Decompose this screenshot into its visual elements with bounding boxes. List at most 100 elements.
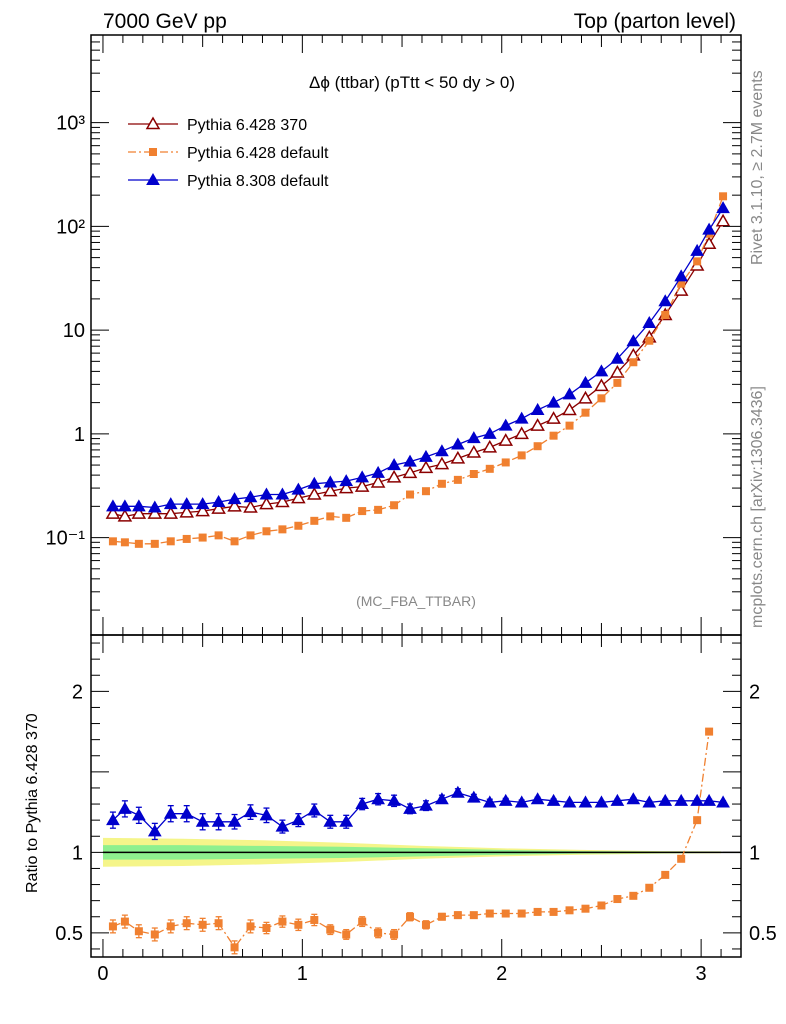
main-y-tick-label: 10 — [63, 320, 85, 342]
data-point — [147, 500, 162, 513]
ratio-data-point — [120, 917, 129, 926]
data-point — [108, 537, 117, 546]
ratio-data-point — [131, 808, 146, 821]
ratio-data-point — [106, 813, 120, 826]
data-point — [117, 508, 133, 522]
ratio-data-point — [326, 925, 335, 934]
ratio-data-point — [610, 793, 625, 806]
ratio-data-point — [437, 912, 446, 921]
data-point — [275, 494, 290, 508]
data-point — [485, 464, 494, 473]
ratio-data-point — [163, 806, 178, 819]
ratio-data-point — [259, 808, 274, 821]
data-point — [195, 497, 210, 510]
data-point — [214, 531, 223, 540]
ratio-data-point — [674, 793, 689, 806]
data-point — [322, 483, 338, 497]
ratio-data-point — [530, 792, 545, 805]
ratio-data-point — [693, 816, 702, 825]
legend-marker — [146, 172, 160, 185]
ratio-y-tick-label-right: 1 — [749, 842, 760, 864]
data-point — [594, 364, 609, 377]
legend-entry-label: Pythia 8.308 default — [187, 173, 329, 190]
data-point — [323, 475, 338, 488]
ratio-data-point — [514, 795, 529, 808]
data-point — [562, 402, 577, 416]
ratio-data-point — [597, 901, 606, 910]
ratio-data-point — [546, 793, 561, 806]
data-point — [358, 507, 367, 516]
data-point — [326, 512, 335, 521]
ratio-data-point — [355, 797, 370, 810]
data-point — [275, 487, 290, 500]
data-point — [354, 479, 370, 492]
ratio-data-point — [278, 917, 287, 926]
data-point — [437, 479, 446, 488]
data-point — [530, 418, 545, 431]
data-point — [246, 531, 255, 540]
data-point — [371, 465, 385, 478]
ratio-data-point — [358, 917, 367, 926]
data-point — [715, 213, 731, 227]
ratio-data-point — [108, 922, 117, 931]
data-point — [120, 538, 129, 547]
ratio-data-point — [150, 930, 159, 939]
data-point — [259, 487, 274, 500]
main-plot-title: Δϕ (ttbar) (pTtt < 50 dy > 0) — [309, 73, 515, 92]
data-point — [498, 433, 514, 446]
data-point — [179, 497, 194, 510]
ratio-data-point — [166, 922, 175, 931]
ratio-data-point — [262, 924, 271, 933]
data-point — [533, 442, 542, 451]
data-point — [514, 426, 529, 440]
data-point — [291, 482, 306, 495]
data-point — [466, 431, 481, 444]
data-point — [182, 534, 191, 543]
legend-marker — [145, 116, 161, 130]
ratio-data-point — [342, 930, 351, 939]
mcplots-reference-label: mcplots.cern.ch [arXiv:1306.3436] — [749, 386, 766, 628]
data-point — [163, 497, 178, 510]
ratio-data-point — [690, 793, 704, 806]
ratio-data-point — [435, 792, 449, 805]
data-point — [230, 537, 239, 546]
data-point — [514, 411, 529, 424]
main-plot-ticks: 10⁻¹ 1 10 10² 10³ — [46, 34, 742, 635]
ratio-data-point — [645, 883, 654, 892]
data-point — [106, 499, 120, 512]
data-point — [403, 454, 417, 467]
data-point — [450, 450, 466, 464]
ratio-plot-panel: 0.5 0.5 1 1 2 2 0 1 2 3 Ratio to Pythia 6.428 370 — [24, 634, 777, 985]
series-line — [112, 220, 724, 518]
data-point — [307, 476, 322, 489]
ratio-data-point — [581, 904, 590, 913]
data-point — [597, 394, 606, 403]
series-line — [112, 207, 724, 509]
data-point — [482, 439, 498, 453]
rivet-version-label: Rivet 3.1.10, ≥ 2.7M events — [749, 70, 766, 265]
data-point — [355, 470, 370, 483]
data-point — [211, 495, 226, 508]
ratio-y-tick-label: 0.5 — [55, 923, 83, 945]
ratio-y-tick-label-right: 0.5 — [749, 923, 777, 945]
data-point — [642, 316, 657, 329]
data-point — [387, 458, 401, 471]
data-point — [259, 496, 274, 510]
ratio-data-point — [230, 943, 239, 952]
data-point — [243, 499, 258, 513]
data-point — [498, 418, 513, 431]
data-point — [211, 501, 226, 514]
data-point — [147, 506, 163, 519]
ratio-data-point — [642, 795, 657, 808]
ratio-data-point — [517, 909, 526, 918]
data-point — [419, 449, 433, 462]
data-point — [677, 279, 686, 288]
main-y-tick-label: 10³ — [56, 113, 85, 135]
legend-entry-label: Pythia 6.428 370 — [187, 117, 307, 134]
ratio-series-line — [112, 792, 724, 833]
data-point — [613, 378, 622, 387]
ratio-data-point — [485, 909, 494, 918]
ratio-data-point — [419, 798, 433, 811]
ratio-data-point — [246, 922, 255, 931]
